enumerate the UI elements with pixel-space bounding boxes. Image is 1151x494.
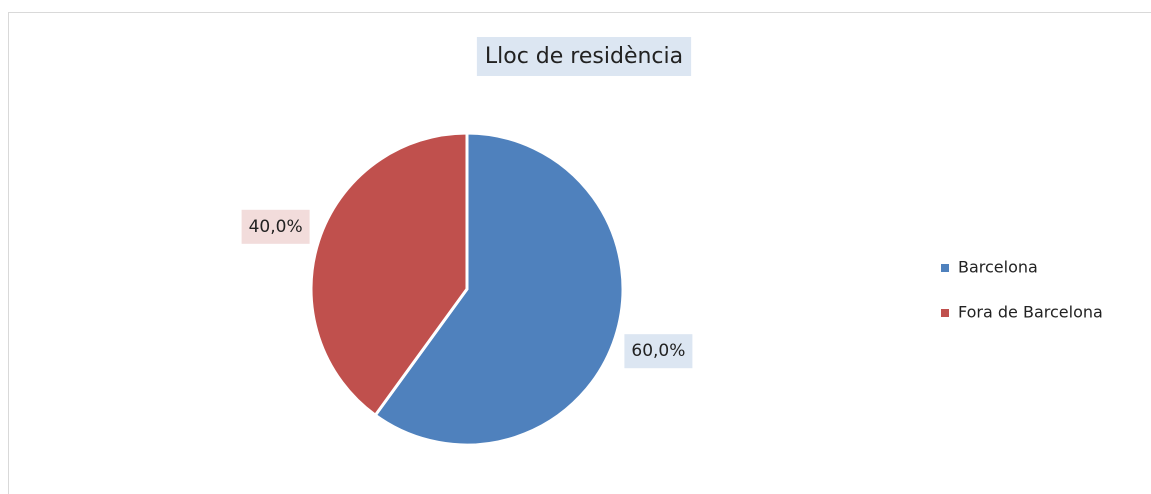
pie-slice [309,131,469,418]
legend-label: Fora de Barcelona [958,303,1103,322]
legend-label: Barcelona [958,258,1038,277]
legend-swatch [941,309,949,317]
legend-swatch [941,264,949,272]
data-label-background [241,209,310,244]
pie-slice [373,131,625,447]
data-label-background [624,334,693,369]
title-background [476,37,692,76]
chart-title: Lloc de residència [485,44,683,69]
data-label: 60,0% [631,341,685,361]
data-label: 40,0% [249,217,303,237]
